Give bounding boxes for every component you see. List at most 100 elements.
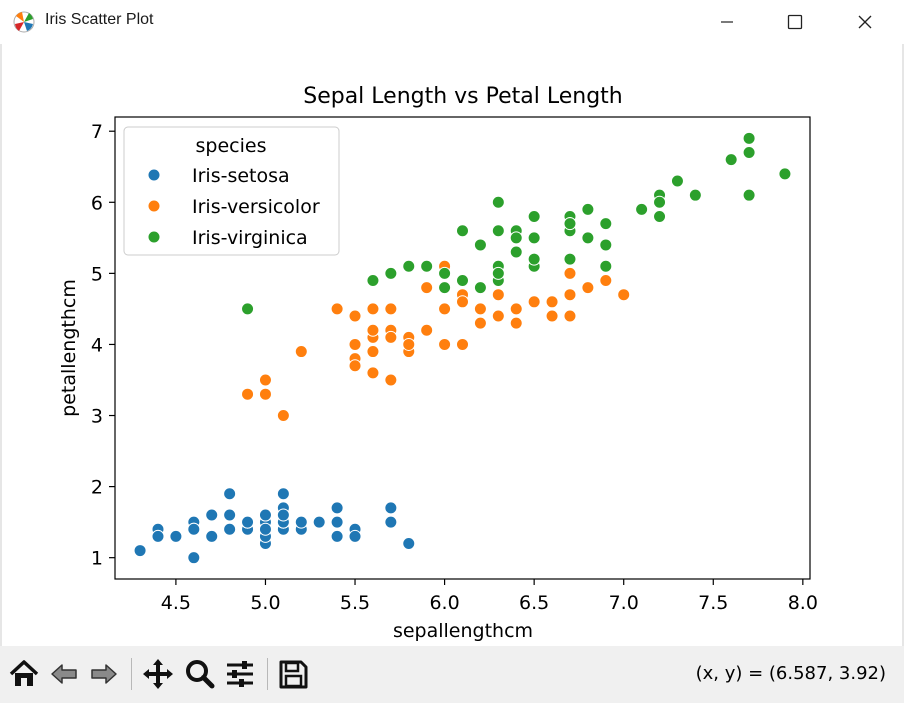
data-point <box>223 522 237 536</box>
y-tick-label: 4 <box>91 334 103 356</box>
data-point <box>456 273 469 287</box>
data-point <box>509 316 523 330</box>
data-point <box>420 323 434 337</box>
data-point <box>294 515 308 529</box>
data-point <box>258 373 272 387</box>
data-point <box>545 309 559 323</box>
data-point <box>366 302 380 316</box>
window-border-right <box>902 44 904 646</box>
data-point <box>653 195 667 209</box>
x-tick-label: 4.5 <box>161 592 191 614</box>
data-point <box>670 174 684 188</box>
maximize-icon <box>787 14 803 30</box>
data-point <box>384 330 398 344</box>
data-point <box>617 288 631 302</box>
scatter-chart[interactable]: Sepal Length vs Petal Length 4.5 5.0 5.5 6.… <box>2 44 902 644</box>
toolbar-separator <box>131 658 132 690</box>
pan-button[interactable] <box>140 656 176 692</box>
legend-label: Iris-versicolor <box>192 196 320 218</box>
x-tick-label: 7.0 <box>609 592 639 614</box>
data-point <box>581 202 595 216</box>
data-point <box>223 487 237 501</box>
data-point <box>653 210 667 224</box>
data-point <box>330 302 344 316</box>
data-point <box>348 337 362 351</box>
toolbar-separator <box>267 658 268 690</box>
legend-marker <box>147 230 161 244</box>
title-bar: Iris Scatter Plot <box>0 0 904 45</box>
x-axis-label: sepallengthcm <box>393 620 533 642</box>
data-point <box>294 345 308 359</box>
data-point <box>187 551 201 565</box>
data-point <box>509 302 523 316</box>
data-point <box>241 302 255 316</box>
back-button[interactable] <box>46 656 82 692</box>
data-point <box>473 316 487 330</box>
window-title: Iris Scatter Plot <box>45 11 154 28</box>
x-tick-label: 6.5 <box>519 592 549 614</box>
chart-title: Sepal Length vs Petal Length <box>303 84 623 109</box>
data-point <box>742 188 756 202</box>
data-point <box>402 536 416 550</box>
save-button[interactable] <box>275 656 311 692</box>
maximize-button[interactable] <box>772 0 818 44</box>
forward-button[interactable] <box>86 656 122 692</box>
data-point <box>276 487 290 501</box>
y-tick-label: 2 <box>91 477 103 499</box>
configure-subplots-icon <box>227 661 253 687</box>
y-axis-label: petallengthcm <box>58 279 80 417</box>
data-point <box>491 266 505 280</box>
y-tick-label: 1 <box>91 548 103 570</box>
home-icon <box>9 660 39 686</box>
data-point <box>491 195 505 209</box>
x-tick-label: 5.5 <box>340 592 370 614</box>
data-point <box>509 245 523 259</box>
minimize-button[interactable] <box>704 0 750 44</box>
data-point <box>330 515 344 529</box>
data-point <box>348 529 362 543</box>
data-point <box>509 231 523 245</box>
data-point <box>258 387 272 401</box>
data-point <box>599 259 613 273</box>
forward-icon <box>91 664 117 684</box>
legend-box <box>123 126 340 256</box>
cursor-coordinates: (x, y) = (6.587, 3.92) <box>695 663 886 684</box>
data-point <box>742 146 756 160</box>
data-point <box>420 259 434 273</box>
data-point <box>563 217 577 231</box>
data-point <box>384 501 398 515</box>
data-point <box>187 522 201 536</box>
data-point <box>330 501 344 515</box>
zoom-icon <box>186 660 215 689</box>
data-point <box>742 131 756 145</box>
data-point <box>456 295 469 309</box>
data-point <box>438 302 452 316</box>
data-point <box>258 508 272 522</box>
data-point <box>724 153 738 167</box>
data-point <box>473 302 487 316</box>
legend-label: Iris-virginica <box>192 227 308 249</box>
data-point <box>366 366 380 380</box>
data-point <box>151 529 165 543</box>
data-point <box>635 202 649 216</box>
data-point <box>527 231 541 245</box>
data-point <box>527 295 541 309</box>
figure-canvas[interactable]: Sepal Length vs Petal Length 4.5 5.0 5.5 6.… <box>2 44 902 644</box>
x-tick-label: 6.0 <box>429 592 459 614</box>
data-point <box>402 259 416 273</box>
legend-title: species <box>196 135 267 157</box>
y-tick-label: 3 <box>91 406 103 428</box>
x-tick-label: 8.0 <box>788 592 818 614</box>
data-point <box>438 266 452 280</box>
data-point <box>133 544 147 558</box>
data-point <box>348 309 362 323</box>
save-icon <box>279 660 308 689</box>
close-button[interactable] <box>842 0 888 44</box>
data-point <box>312 515 326 529</box>
data-point <box>599 238 613 252</box>
data-point <box>599 273 613 287</box>
configure-subplots-button[interactable] <box>222 656 258 692</box>
home-button[interactable] <box>6 656 42 692</box>
matplotlib-icon <box>12 10 36 34</box>
zoom-button[interactable] <box>182 656 218 692</box>
